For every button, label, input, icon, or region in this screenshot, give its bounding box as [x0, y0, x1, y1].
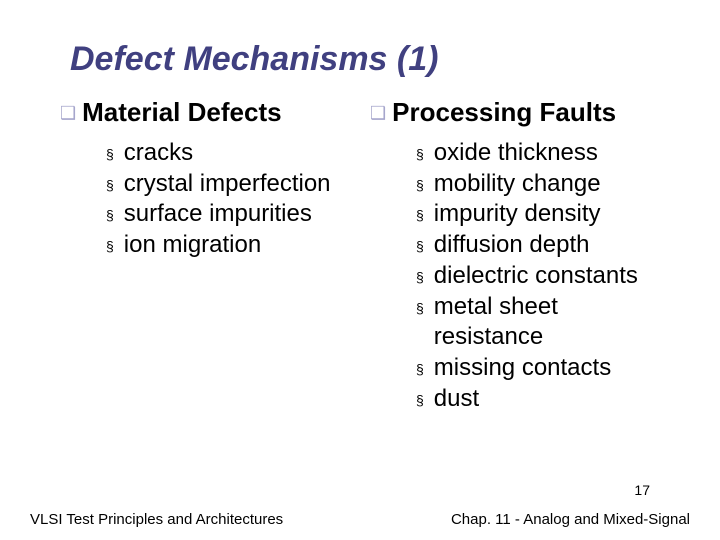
- list-item: §diffusion depth: [416, 230, 670, 261]
- s-bullet-icon: §: [416, 238, 424, 269]
- left-list: §cracks §crystal imperfection §surface i…: [106, 138, 360, 261]
- right-heading-text: Processing Faults: [392, 97, 616, 128]
- s-bullet-icon: §: [106, 177, 114, 208]
- footer-left: VLSI Test Principles and Architectures: [30, 511, 283, 528]
- list-item: §impurity density: [416, 199, 670, 230]
- list-item: §crystal imperfection: [106, 169, 360, 200]
- list-item: §dielectric constants: [416, 261, 670, 292]
- list-item-text: dielectric constants: [434, 261, 670, 292]
- s-bullet-icon: §: [106, 146, 114, 177]
- s-bullet-icon: §: [416, 177, 424, 208]
- list-item: §metal sheet resistance: [416, 292, 670, 353]
- footer-right: Chap. 11 - Analog and Mixed-Signal: [451, 511, 690, 528]
- s-bullet-icon: §: [416, 300, 424, 361]
- q-bullet-icon: ❑: [370, 103, 386, 124]
- s-bullet-icon: §: [416, 207, 424, 238]
- list-item-text: metal sheet resistance: [434, 292, 670, 353]
- list-item: §mobility change: [416, 169, 670, 200]
- right-column: ❑ Processing Faults §oxide thickness §mo…: [370, 97, 670, 414]
- right-list: §oxide thickness §mobility change §impur…: [416, 138, 670, 414]
- list-item-text: cracks: [124, 138, 360, 169]
- s-bullet-icon: §: [416, 392, 424, 423]
- s-bullet-icon: §: [416, 146, 424, 177]
- left-heading-text: Material Defects: [82, 97, 281, 128]
- list-item-text: diffusion depth: [434, 230, 670, 261]
- slide-title: Defect Mechanisms (1): [60, 40, 670, 79]
- list-item-text: impurity density: [434, 199, 670, 230]
- list-item: §oxide thickness: [416, 138, 670, 169]
- list-item: §surface impurities: [106, 199, 360, 230]
- s-bullet-icon: §: [416, 269, 424, 300]
- slide-number: 17: [634, 482, 650, 498]
- slide: Defect Mechanisms (1) ❑ Material Defects…: [0, 0, 720, 540]
- s-bullet-icon: §: [106, 207, 114, 238]
- list-item-text: crystal imperfection: [124, 169, 360, 200]
- list-item: §missing contacts: [416, 353, 670, 384]
- s-bullet-icon: §: [416, 361, 424, 392]
- list-item-text: missing contacts: [434, 353, 670, 384]
- s-bullet-icon: §: [106, 238, 114, 269]
- list-item-text: oxide thickness: [434, 138, 670, 169]
- q-bullet-icon: ❑: [60, 103, 76, 124]
- list-item-text: surface impurities: [124, 199, 360, 230]
- list-item: §cracks: [106, 138, 360, 169]
- list-item-text: mobility change: [434, 169, 670, 200]
- list-item: §dust: [416, 384, 670, 415]
- list-item-text: ion migration: [124, 230, 360, 261]
- list-item-text: dust: [434, 384, 670, 415]
- left-column: ❑ Material Defects §cracks §crystal impe…: [60, 97, 360, 414]
- right-heading: ❑ Processing Faults: [370, 97, 670, 128]
- left-heading: ❑ Material Defects: [60, 97, 360, 128]
- columns: ❑ Material Defects §cracks §crystal impe…: [60, 97, 670, 414]
- list-item: §ion migration: [106, 230, 360, 261]
